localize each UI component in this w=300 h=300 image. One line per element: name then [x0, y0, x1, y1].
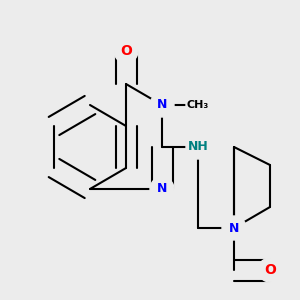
Circle shape [150, 177, 174, 201]
Text: N: N [157, 182, 167, 196]
Text: CH₃: CH₃ [187, 100, 209, 110]
Circle shape [258, 258, 282, 282]
Text: N: N [157, 98, 167, 112]
Circle shape [114, 39, 138, 63]
Circle shape [150, 93, 174, 117]
Circle shape [222, 216, 246, 240]
Text: O: O [120, 44, 132, 58]
Circle shape [186, 93, 210, 117]
Text: O: O [264, 263, 276, 277]
Circle shape [186, 135, 210, 159]
Text: N: N [229, 221, 239, 235]
Text: NH: NH [188, 140, 208, 154]
